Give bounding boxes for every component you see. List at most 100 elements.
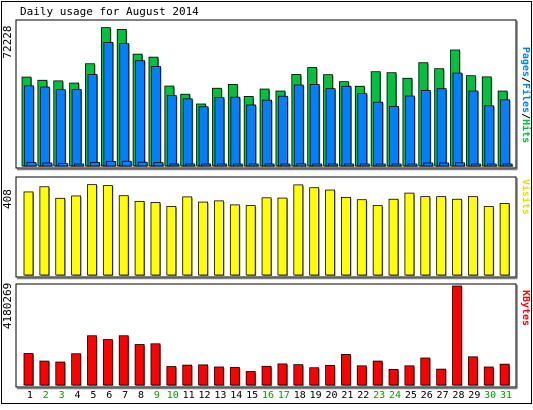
files-bar-27 [436, 88, 447, 167]
kbytes-bar-10 [166, 366, 177, 386]
pages-bar-17 [280, 163, 291, 167]
day-label-22: 22 [357, 390, 369, 401]
day-label-2: 2 [43, 390, 49, 401]
visits-bar-17 [277, 197, 288, 276]
day-label-15: 15 [246, 390, 258, 401]
day-label-8: 8 [138, 390, 144, 401]
visits-bar-14 [229, 204, 240, 276]
visits-bar-3 [55, 197, 66, 276]
visits-bar-24 [388, 198, 399, 276]
y-max-label-3: 4180269 [1, 283, 14, 329]
day-label-1: 1 [27, 390, 33, 401]
files-bar-26 [420, 90, 431, 167]
pages-bar-2 [42, 162, 53, 167]
kbytes-bar-9 [150, 343, 161, 386]
day-label-9: 9 [154, 390, 160, 401]
files-bar-15 [246, 104, 257, 167]
kbytes-bar-29 [467, 356, 478, 386]
pages-bar-20 [328, 163, 338, 167]
visits-bar-26 [420, 196, 431, 276]
visits-bar-13 [214, 200, 224, 276]
kbytes-bar-28 [452, 285, 462, 386]
day-label-20: 20 [325, 390, 337, 401]
pages-bar-19 [312, 163, 323, 167]
day-label-31: 31 [500, 390, 512, 401]
kbytes-bar-6 [102, 339, 113, 386]
pages-bar-13 [217, 163, 227, 167]
visits-bar-16 [261, 197, 272, 276]
files-bar-29 [468, 90, 479, 167]
visits-bar-18 [293, 184, 304, 276]
files-bar-23 [373, 101, 384, 167]
chart-title: Daily usage for August 2014 [20, 5, 199, 18]
day-label-19: 19 [310, 390, 322, 401]
y-max-label-2: 408 [1, 189, 14, 209]
side-label-visits: Visits [520, 179, 532, 215]
files-bar-14 [230, 96, 241, 167]
files-bar-20 [325, 88, 336, 167]
day-label-3: 3 [59, 390, 65, 401]
pages-bar-25 [407, 163, 418, 167]
files-bar-5 [87, 74, 98, 167]
pages-bar-23 [375, 163, 386, 167]
kbytes-bar-22 [356, 365, 367, 386]
files-bar-3 [55, 89, 66, 167]
visits-bar-21 [341, 196, 351, 276]
kbytes-bar-15 [245, 371, 256, 386]
visits-bar-15 [245, 205, 256, 276]
files-bar-8 [135, 60, 145, 167]
pages-bar-16 [264, 163, 275, 167]
pages-bar-11 [185, 163, 196, 167]
kbytes-bar-30 [483, 366, 494, 386]
side-label-part-5: Hits [520, 119, 532, 143]
files-bar-4 [71, 89, 82, 167]
kbytes-bar-14 [229, 367, 240, 386]
visits-bar-12 [198, 201, 208, 276]
day-label-6: 6 [106, 390, 112, 401]
visits-bar-30 [483, 206, 494, 276]
kbytes-bar-24 [388, 368, 399, 386]
kbytes-bar-20 [325, 364, 335, 386]
kbytes-bar-31 [499, 363, 510, 386]
day-label-4: 4 [75, 390, 81, 401]
pages-bar-5 [90, 162, 100, 167]
files-bar-30 [484, 105, 495, 167]
day-label-14: 14 [230, 390, 242, 401]
visits-bar-7 [118, 195, 129, 276]
kbytes-bar-1 [23, 353, 34, 386]
day-label-12: 12 [198, 390, 210, 401]
visits-bar-22 [356, 199, 367, 276]
kbytes-bar-2 [39, 360, 50, 386]
kbytes-bar-12 [198, 364, 208, 386]
day-label-11: 11 [183, 390, 195, 401]
day-label-21: 21 [341, 390, 353, 401]
day-label-25: 25 [405, 390, 417, 401]
day-label-29: 29 [468, 390, 480, 401]
files-bar-28 [452, 72, 463, 167]
kbytes-bar-27 [436, 368, 447, 386]
visits-bar-19 [309, 187, 320, 276]
visits-bar-23 [372, 205, 383, 276]
pages-bar-26 [423, 162, 434, 167]
pages-bar-28 [455, 162, 465, 167]
kbytes-bar-17 [277, 363, 288, 386]
day-label-17: 17 [278, 390, 290, 401]
files-bar-11 [182, 98, 193, 167]
pages-bar-18 [296, 163, 307, 167]
day-label-16: 16 [262, 390, 274, 401]
pages-bar-29 [470, 163, 481, 167]
kbytes-bar-19 [309, 367, 320, 386]
day-label-23: 23 [373, 390, 385, 401]
day-label-27: 27 [437, 390, 449, 401]
files-bar-6 [103, 41, 114, 167]
files-bar-17 [278, 95, 288, 167]
visits-bar-11 [182, 196, 193, 276]
pages-bar-24 [391, 163, 402, 167]
day-label-26: 26 [421, 390, 433, 401]
kbytes-bar-8 [134, 344, 145, 386]
pages-bar-31 [502, 163, 513, 167]
files-bar-21 [341, 85, 352, 167]
files-bar-2 [39, 86, 50, 167]
